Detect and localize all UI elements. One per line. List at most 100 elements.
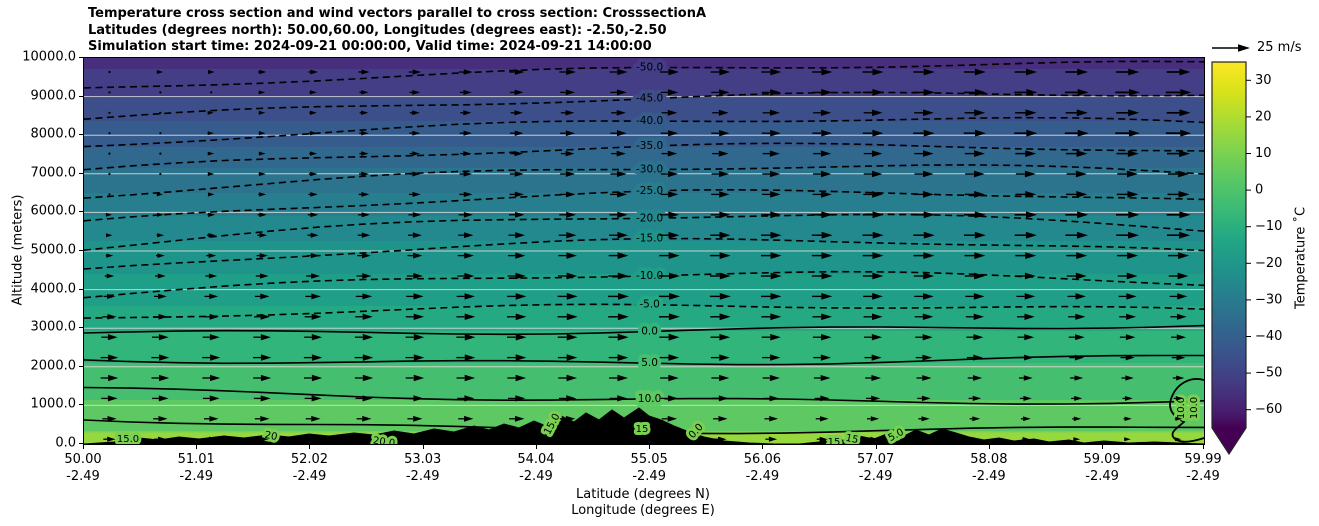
x-tick-label: 54.04 -2.49 [517, 451, 554, 485]
colorbar: 30 20 10 0 −10 −20 −30 −40 −50 −60 [1211, 61, 1282, 456]
wind-vector-head [667, 150, 678, 157]
wind-vector-head [464, 374, 476, 382]
x-tick-lon: -2.49 [66, 469, 100, 484]
y-tick-label: 4000.0 [30, 281, 77, 297]
wind-vector-head [668, 170, 679, 178]
wind-vector-head [107, 334, 118, 341]
cross-section-canvas: -50.0 -45.0 -40.0 -35.0 -30.0 -25.0 -20.0 -15.0… [84, 58, 1204, 444]
wind-vector-head [1124, 416, 1132, 422]
contour-label: -45.0 [636, 93, 663, 105]
wind-vector-head [668, 211, 679, 219]
wind-vector-head [566, 333, 578, 341]
wind-vector-head [973, 375, 983, 381]
wind-vector-head [1024, 293, 1036, 300]
wind-vector-head [769, 374, 780, 382]
x-tick-mark [535, 445, 537, 449]
wind-vector-head [413, 374, 425, 382]
wind-vector-head [719, 313, 731, 321]
wind-vector-head [872, 252, 884, 260]
x-tick-lon: -2.49 [179, 469, 214, 484]
y-tick-label: 7000.0 [30, 165, 77, 181]
wind-vector-head [821, 252, 833, 260]
x-tick-label: 58.08 -2.49 [970, 451, 1007, 485]
contour-label: -40.0 [636, 115, 663, 127]
wind-vector-head [258, 131, 266, 136]
wind-vector-head [617, 272, 629, 280]
wind-vector-head [208, 69, 215, 75]
wind-vector-head [1126, 170, 1138, 178]
wind-vector-head [821, 68, 833, 76]
wind-vector-head [872, 68, 884, 76]
wind-vector-head [719, 191, 730, 198]
wind-vector-head [565, 191, 576, 198]
wind-vector-head [667, 436, 677, 442]
contour-label: 0.0 [641, 326, 658, 338]
wind-vector-head [1076, 190, 1088, 198]
wind-vector-head [463, 171, 473, 177]
wind-vector-head [361, 232, 371, 238]
wind-vector-head [1127, 252, 1139, 260]
wind-vector-head [974, 231, 986, 239]
wind-vector-head [923, 68, 935, 76]
wind-vector-head [872, 272, 884, 280]
wind-vector-head [973, 313, 984, 320]
x-tick-lon: -2.49 [632, 469, 666, 484]
wind-vector-head [719, 354, 730, 361]
wind-vector-head [923, 88, 935, 96]
y-tick-label: 0.0 [55, 435, 76, 451]
wind-vector-head [821, 89, 833, 96]
wind-vector-head [616, 170, 627, 178]
wind-vector-head [872, 191, 883, 198]
wind-vector-head [412, 151, 421, 157]
wind-vector-head [1179, 231, 1191, 239]
wind-vector-head [770, 231, 782, 239]
wind-vector-head [617, 191, 628, 198]
wind-vector-head [972, 395, 982, 402]
wind-vector-head [923, 231, 935, 239]
colorbar-tick-label: −50 [1255, 366, 1282, 381]
wind-vector [159, 132, 162, 135]
wind-vector-head [973, 354, 983, 361]
surface-contour-label: 10.0 [1189, 397, 1200, 419]
x-tick-label: 56.06 -2.49 [744, 451, 781, 485]
y-tick-mark [79, 288, 83, 290]
wind-vector-head [158, 313, 168, 320]
wind-vector-head [718, 415, 728, 422]
x-tick-lon: -2.49 [745, 469, 780, 484]
wind-vector-head [565, 171, 576, 177]
wind-vector-head [159, 354, 170, 361]
contour-label: -35.0 [636, 140, 663, 152]
wind-vector-head [871, 170, 883, 178]
quiver-key-arrow [1212, 44, 1250, 52]
wind-vector-head [1025, 252, 1037, 260]
wind-vector-head [870, 436, 879, 442]
wind-vector-head [566, 354, 578, 361]
wind-vector-head [310, 171, 318, 177]
wind-vector-head [617, 211, 628, 218]
wind-vector-head [412, 130, 421, 136]
colorbar-tick-label: 30 [1255, 73, 1272, 88]
wind-vector-head [922, 313, 934, 321]
wind-vector-head [362, 415, 372, 422]
wind-vector-head [157, 212, 164, 217]
wind-vector-head [210, 374, 221, 382]
wind-vector-head [1026, 88, 1038, 96]
wind-vector-head [106, 253, 114, 258]
wind-vector-head [310, 212, 319, 218]
y-tick-mark [79, 250, 83, 251]
wind-vector-head [361, 110, 369, 116]
wind-vector-head [514, 150, 523, 157]
wind-vector-head [616, 415, 627, 422]
wind-vector-head [820, 109, 832, 116]
wind-vector-head [922, 150, 934, 157]
y-tick-label: 3000.0 [30, 319, 77, 335]
x-tick-lat: 50.00 [64, 452, 102, 467]
x-tick-mark [1102, 445, 1104, 449]
wind-vector-head [1128, 129, 1140, 137]
wind-vector-head [310, 252, 320, 259]
wind-vector-head [310, 151, 318, 156]
wind-vector-head [1077, 129, 1089, 137]
temperature-contour-line [84, 116, 1204, 148]
wind-vector-head [310, 69, 318, 75]
wind-vector-head [311, 395, 322, 402]
